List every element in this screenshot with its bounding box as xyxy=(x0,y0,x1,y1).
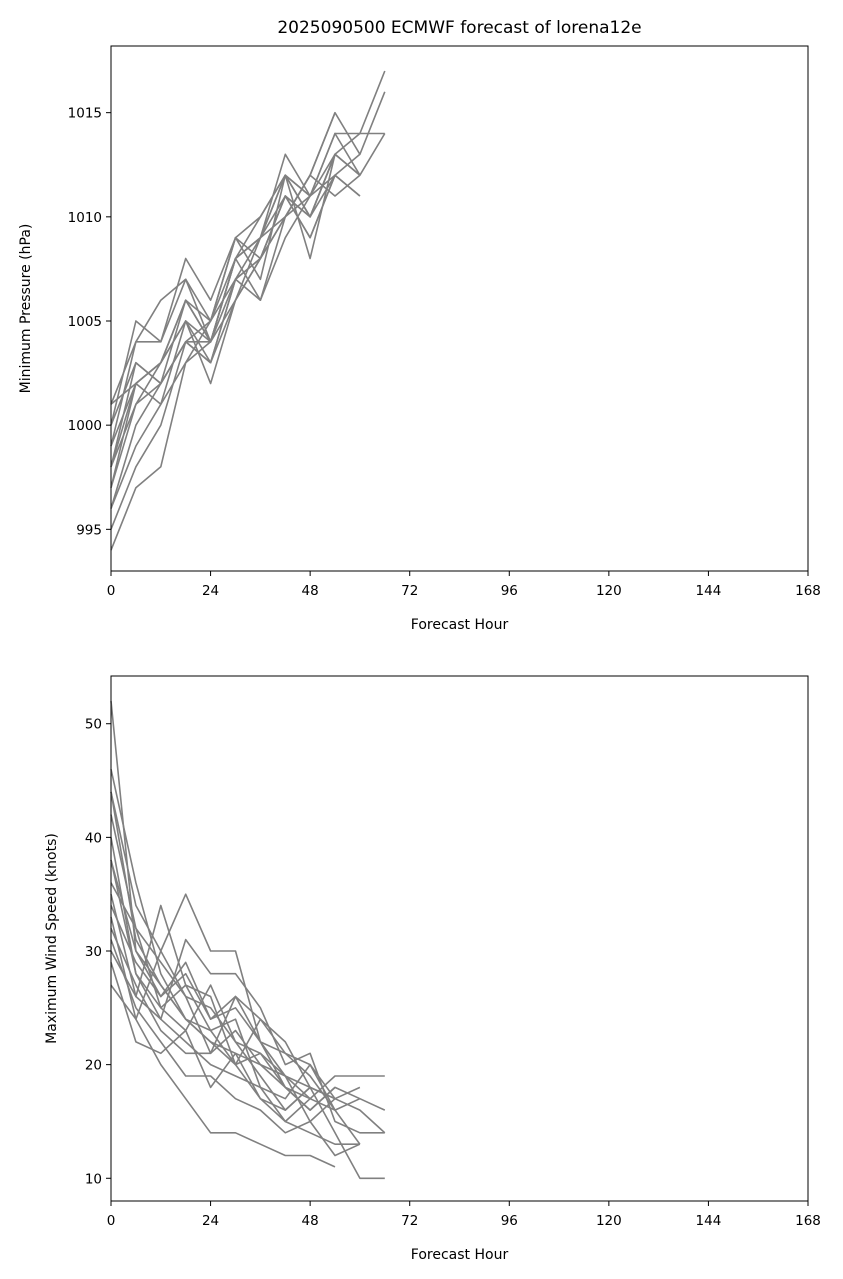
pressure-plot-frame xyxy=(110,45,809,572)
wind-panel: 0 24 48 72 96 120 144 168 10 20 30 40 50 Forecast H… xyxy=(44,675,821,1263)
pressure-member-line-15 xyxy=(110,195,311,468)
pressure-x-tick-label: 0 xyxy=(107,583,116,599)
wind-y-tick-label: 30 xyxy=(85,944,102,960)
wind-y-tick-label: 50 xyxy=(85,717,102,733)
pressure-x-axis-label: Forecast Hour xyxy=(411,617,509,633)
wind-x-axis: 0 24 48 72 96 120 144 168 xyxy=(107,1201,821,1229)
wind-member-line-8 xyxy=(110,894,361,1111)
wind-x-tick-label: 24 xyxy=(202,1213,219,1229)
pressure-panel: 2025090500 ECMWF forecast of lorena12e 0… xyxy=(18,18,821,633)
pressure-y-tick-label: 995 xyxy=(76,522,102,538)
pressure-member-line-13 xyxy=(110,153,361,405)
wind-member-line-1 xyxy=(110,700,385,1100)
wind-member-line-14 xyxy=(110,962,360,1145)
wind-x-axis-label: Forecast Hour xyxy=(411,1247,509,1263)
wind-member-line-12 xyxy=(110,939,361,1157)
pressure-x-tick-label: 24 xyxy=(202,583,219,599)
pressure-y-tick-label: 1015 xyxy=(68,106,102,122)
wind-x-tick-label: 96 xyxy=(501,1213,518,1229)
chart-title: 2025090500 ECMWF forecast of lorena12e xyxy=(277,18,641,38)
pressure-x-tick-label: 96 xyxy=(501,583,518,599)
pressure-y-tick-label: 1000 xyxy=(68,418,102,434)
pressure-x-tick-label: 120 xyxy=(596,583,622,599)
wind-member-line-15 xyxy=(110,950,311,1088)
wind-member-line-3 xyxy=(110,791,386,1134)
pressure-member-lines xyxy=(110,70,386,551)
pressure-y-axis-label: Minimum Pressure (hPa) xyxy=(18,224,34,394)
wind-x-tick-label: 0 xyxy=(107,1213,116,1229)
pressure-x-tick-label: 168 xyxy=(795,583,821,599)
wind-member-line-10 xyxy=(110,916,336,1168)
wind-y-tick-label: 20 xyxy=(85,1058,102,1074)
wind-member-lines xyxy=(110,700,386,1180)
pressure-x-tick-label: 144 xyxy=(696,583,722,599)
wind-x-tick-label: 48 xyxy=(302,1213,319,1229)
pressure-y-tick-label: 1005 xyxy=(68,314,102,330)
wind-y-axis-label: Maximum Wind Speed (knots) xyxy=(44,833,60,1044)
pressure-y-axis: 995 1000 1005 1010 1015 xyxy=(68,106,111,538)
wind-y-tick-label: 40 xyxy=(85,830,102,846)
wind-y-axis: 10 20 30 40 50 xyxy=(85,717,111,1187)
wind-x-tick-label: 144 xyxy=(696,1213,722,1229)
pressure-x-tick-label: 48 xyxy=(302,583,319,599)
wind-x-tick-label: 168 xyxy=(795,1213,821,1229)
wind-member-line-16 xyxy=(110,859,336,1111)
wind-member-line-17 xyxy=(110,791,311,1100)
pressure-member-line-11 xyxy=(110,174,361,426)
pressure-y-tick-label: 1010 xyxy=(68,210,102,226)
wind-x-tick-label: 120 xyxy=(596,1213,622,1229)
wind-plot-frame xyxy=(110,675,809,1202)
wind-member-line-5 xyxy=(110,837,385,1134)
pressure-x-axis: 0 24 48 72 96 120 144 168 xyxy=(107,571,821,599)
wind-x-tick-label: 72 xyxy=(401,1213,418,1229)
wind-y-tick-label: 10 xyxy=(85,1171,102,1187)
pressure-x-tick-label: 72 xyxy=(401,583,418,599)
